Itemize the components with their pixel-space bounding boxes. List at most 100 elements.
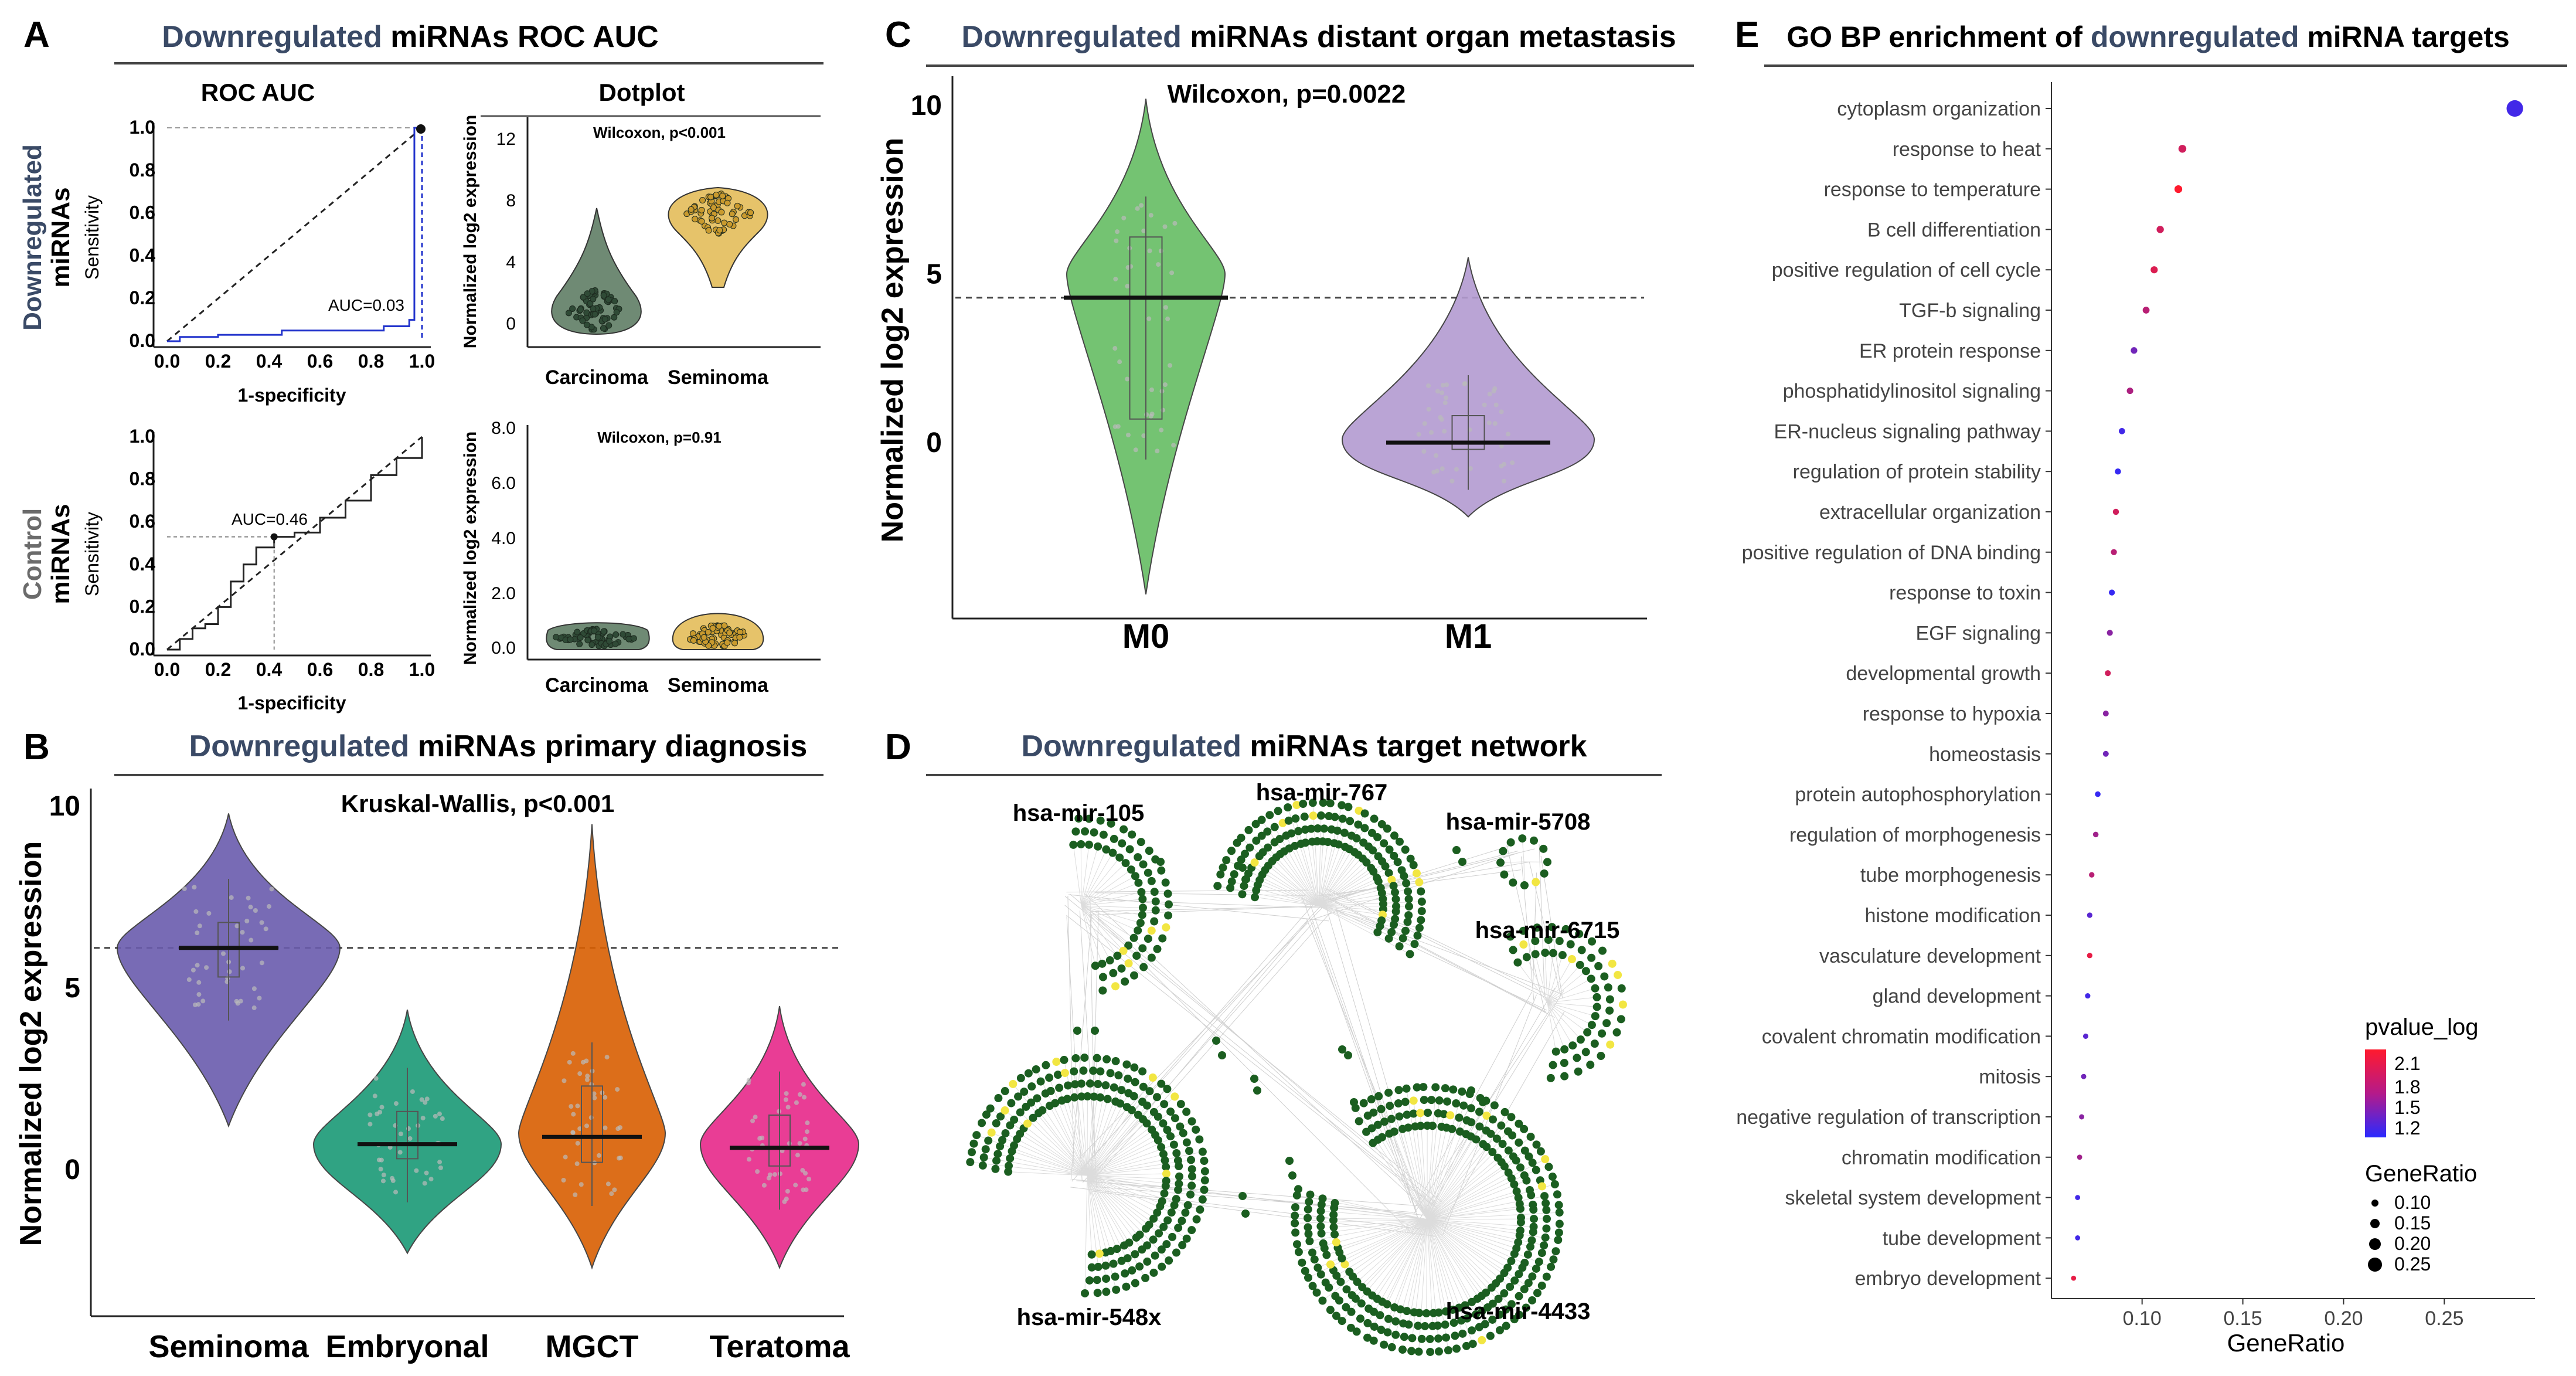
- dot1-point-seminoma: [688, 206, 695, 213]
- b-jitter-point: [579, 1182, 584, 1187]
- network-edge: [1087, 1119, 1144, 1176]
- legend-color-tick: 1.8: [2394, 1076, 2420, 1098]
- dot2-point-carcinoma: [620, 631, 627, 638]
- network-node: [1369, 867, 1378, 876]
- c-jitter-point: [1454, 467, 1459, 472]
- network-edge: [1049, 1105, 1088, 1176]
- network-node: [1102, 845, 1111, 854]
- c-jitter-point: [1499, 443, 1504, 449]
- c-jitter-point: [1169, 270, 1175, 276]
- b-jitter-point: [573, 1192, 578, 1197]
- b-jitter-point: [755, 1169, 760, 1174]
- network-node: [1500, 870, 1509, 879]
- go-term-label: regulation of morphogenesis: [1789, 824, 2041, 846]
- network-node: [1128, 830, 1136, 839]
- network-node: [1540, 869, 1549, 878]
- go-dot: [2079, 1114, 2085, 1120]
- network-edge: [1280, 854, 1319, 906]
- network-node: [1179, 1129, 1187, 1137]
- go-dot: [2077, 1154, 2082, 1160]
- panel-e-xlabel: GeneRatio: [2227, 1329, 2345, 1357]
- network-node: [1566, 940, 1575, 949]
- go-dot: [2174, 185, 2183, 193]
- roc2-xlabel: 1-specificity: [238, 692, 346, 714]
- network-edge: [1427, 1191, 1517, 1220]
- network-node: [1200, 1167, 1209, 1175]
- network-node: [1526, 1242, 1534, 1251]
- b-jitter-point: [367, 1122, 373, 1127]
- network-node: [1541, 1233, 1550, 1242]
- network-node: [1516, 1204, 1524, 1213]
- panel-c-violins: [1064, 98, 1595, 594]
- network-node: [1094, 1262, 1102, 1271]
- network-edge: [1318, 905, 1378, 933]
- network-node: [1250, 1075, 1258, 1083]
- network-node: [1287, 829, 1296, 838]
- go-dot: [2089, 872, 2095, 878]
- roc1-curve: [167, 127, 422, 342]
- dot1-point-seminoma: [698, 206, 705, 213]
- network-node: [1163, 889, 1172, 898]
- network-edge: [1427, 1219, 1510, 1287]
- network-node: [1352, 834, 1361, 842]
- network-node: [1393, 858, 1402, 867]
- network-edge: [1357, 1219, 1428, 1282]
- network-node: [992, 1119, 1001, 1127]
- go-xtick-label: 0.15: [2223, 1307, 2262, 1330]
- network-node: [1145, 1087, 1154, 1096]
- network-node: [1307, 824, 1316, 833]
- network-edge: [1427, 1115, 1487, 1220]
- network-node: [1294, 1248, 1303, 1256]
- dot1-point-carcinoma: [590, 295, 597, 303]
- dot1-point-seminoma: [729, 210, 736, 218]
- network-edge: [1427, 1136, 1531, 1220]
- network-node: [1316, 1214, 1325, 1223]
- network-node: [1363, 1333, 1372, 1342]
- network-node: [1265, 811, 1274, 820]
- network-edge: [1064, 896, 1442, 1202]
- network-node: [1452, 1344, 1461, 1353]
- network-node: [1567, 955, 1576, 964]
- legend-size-dot: [2370, 1219, 2380, 1228]
- dot1-point-seminoma: [705, 227, 712, 234]
- b-jitter-point: [785, 1105, 791, 1110]
- network-node: [1350, 1098, 1358, 1106]
- network-node: [1575, 929, 1584, 938]
- network-edge: [1087, 1175, 1165, 1194]
- network-node: [1522, 1176, 1531, 1185]
- network-node: [1186, 1190, 1195, 1199]
- network-node: [1131, 1279, 1139, 1287]
- network-node: [1301, 825, 1309, 834]
- network-edge: [1427, 1172, 1509, 1220]
- c-jitter-point: [1171, 443, 1176, 448]
- dot1-stat: Wilcoxon, p<0.001: [593, 124, 726, 141]
- network-edge: [1547, 1002, 1595, 1017]
- network-node: [1060, 1069, 1069, 1078]
- network-edge: [1427, 1130, 1487, 1220]
- b-jitter-point: [248, 905, 253, 910]
- dot1-points: [565, 191, 754, 333]
- network-node: [1292, 1191, 1301, 1200]
- network-node: [1308, 1248, 1316, 1257]
- network-edge: [1427, 1100, 1440, 1220]
- b-jitter-point: [379, 1157, 384, 1163]
- network-node: [1534, 1258, 1543, 1266]
- network-edge: [1427, 1143, 1503, 1220]
- network-edge: [1427, 1219, 1537, 1269]
- go-term-label: chromatin modification: [1842, 1147, 2041, 1169]
- network-node: [1257, 831, 1266, 840]
- panel-c-title-colored: Downregulated: [961, 20, 1182, 54]
- c-jitter-point: [1444, 395, 1449, 400]
- network-node: [1185, 1147, 1194, 1156]
- network-edge: [1321, 895, 1555, 1018]
- go-term-label: tube morphogenesis: [1860, 864, 2041, 886]
- network-node: [1384, 1314, 1393, 1323]
- b-jitter-point: [367, 1112, 373, 1117]
- c-jitter-point: [1442, 429, 1447, 434]
- go-term-label: response to hypoxia: [1863, 703, 2041, 725]
- dot1-ylabel: Normalized log2 expression: [461, 115, 480, 348]
- network-edge: [1066, 915, 1434, 1206]
- legend-size-dot: [2371, 1200, 2378, 1207]
- network-node: [1134, 926, 1142, 935]
- b-jitter-point: [596, 1153, 601, 1158]
